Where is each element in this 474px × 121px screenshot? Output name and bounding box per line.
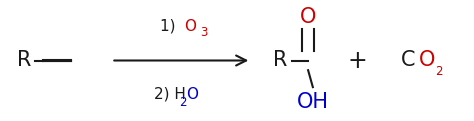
Text: O: O — [300, 7, 316, 27]
Text: C: C — [401, 50, 415, 71]
Text: +: + — [348, 49, 368, 72]
Text: OH: OH — [297, 92, 329, 112]
Text: O: O — [419, 50, 435, 71]
Text: O: O — [184, 19, 196, 34]
Text: 3: 3 — [200, 26, 208, 39]
Text: O: O — [186, 87, 198, 102]
Text: 2: 2 — [179, 96, 186, 109]
Text: R: R — [17, 50, 31, 71]
Text: 2: 2 — [435, 65, 443, 78]
Text: 1): 1) — [160, 19, 180, 34]
Text: 2) H: 2) H — [154, 87, 186, 102]
Text: R: R — [273, 50, 287, 71]
